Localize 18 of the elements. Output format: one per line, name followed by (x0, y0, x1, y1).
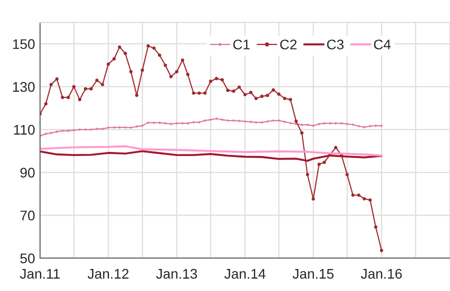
x-tick-label: Jan.14 (224, 269, 266, 279)
y-tick-label: 150 (13, 39, 35, 50)
y-tick-label: 90 (20, 168, 35, 178)
legend-label: C4 (374, 40, 391, 50)
x-tick-label: Jan.13 (156, 268, 198, 279)
y-tick-label: 130 (13, 82, 35, 92)
x-tick-label: Jan.15 (292, 269, 334, 279)
x-tick-label: Jan.11 (20, 269, 60, 279)
line-series (40, 145, 383, 156)
legend-label: C1 (233, 40, 250, 50)
y-tick-label: 50 (20, 253, 35, 264)
y-tick-label: 110 (14, 124, 35, 135)
y-tick-label: 70 (20, 210, 35, 220)
legend-label: C2 (280, 40, 297, 50)
line-series (40, 150, 383, 162)
legend-label: C3 (327, 40, 344, 50)
x-tick-label: Jan.12 (88, 268, 128, 279)
x-tick-label: Jan.16 (360, 268, 402, 279)
